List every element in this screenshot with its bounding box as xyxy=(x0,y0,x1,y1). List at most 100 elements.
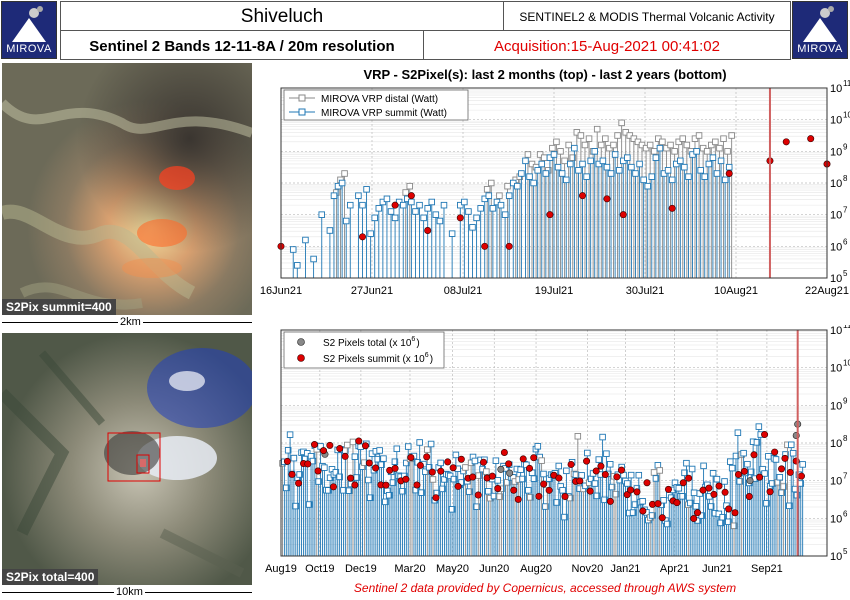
summit-pixel-point xyxy=(304,460,312,468)
summit-point xyxy=(450,475,458,483)
distal-point xyxy=(720,135,727,142)
summit-pixel-point xyxy=(721,488,729,496)
summit-point xyxy=(697,167,704,174)
summit-pixel-point xyxy=(654,500,662,508)
bands-label: Sentinel 2 Bands 12-11-8A / 20m resoluti… xyxy=(89,38,395,55)
summit-point xyxy=(461,198,468,206)
distal-point xyxy=(730,522,738,530)
scale-label-top: 2km xyxy=(118,316,143,328)
summit-pixel-point xyxy=(583,457,591,465)
summit-pixel-point xyxy=(391,201,399,209)
summit-point xyxy=(517,466,524,473)
subtitle: SENTINEL2 & MODIS Thermal Volcanic Activ… xyxy=(519,10,775,24)
y-tick-label: 10 xyxy=(830,476,842,488)
summit-point xyxy=(283,484,290,492)
legend-summit-exponent: 6 xyxy=(425,352,429,359)
summit-point xyxy=(290,454,298,462)
summit-pixel-point xyxy=(526,464,534,472)
distal-point xyxy=(483,186,491,193)
summit-point xyxy=(608,483,616,491)
summit-point xyxy=(501,211,509,218)
summit-point xyxy=(778,489,785,496)
summit-pixel-point xyxy=(725,170,733,178)
summit-pixel-point xyxy=(358,233,366,241)
distal-point xyxy=(462,464,469,471)
summit-pixel-point xyxy=(771,448,779,456)
acquisition-label: Acquisition:15-Aug-2021 00:41:02 xyxy=(494,38,720,55)
summit-pixel-point xyxy=(643,479,651,487)
summit-pixel-point xyxy=(347,474,355,482)
summit-point xyxy=(639,497,646,505)
summit-point xyxy=(336,473,343,481)
summit-point xyxy=(787,441,795,449)
x-tick-label: Sep21 xyxy=(751,563,783,575)
summit-point xyxy=(514,182,521,190)
summit-point xyxy=(632,170,639,177)
distal-point xyxy=(553,138,560,146)
total-pixel-point xyxy=(506,469,514,477)
y-tick-label: 10 xyxy=(830,241,842,253)
summit-point xyxy=(437,459,444,467)
legend-total-marker xyxy=(297,338,305,346)
distal-point xyxy=(496,192,503,199)
summit-point xyxy=(418,489,425,496)
x-tick-label: 08Jul21 xyxy=(444,285,483,297)
summit-point xyxy=(492,457,500,464)
summit-point xyxy=(485,488,492,495)
distal-point xyxy=(650,469,658,476)
summit-point xyxy=(591,480,599,487)
summit-pixel-point xyxy=(391,464,399,472)
summit-point xyxy=(436,217,444,225)
summit-point xyxy=(284,447,292,454)
legend-distal-marker xyxy=(298,94,306,102)
distal-point xyxy=(671,148,678,155)
distal-point xyxy=(561,157,568,165)
summit-pixel-point xyxy=(535,492,543,500)
summit-point xyxy=(652,154,660,161)
summit-point xyxy=(380,455,387,462)
summit-point xyxy=(603,163,611,171)
summit-point xyxy=(526,173,533,180)
summit-pixel-point xyxy=(494,484,502,492)
distal-point xyxy=(524,151,532,158)
summit-point xyxy=(558,170,566,177)
x-tick-label: Jun20 xyxy=(479,563,509,575)
summit-point xyxy=(615,167,623,174)
bands-box: Sentinel 2 Bands 12-11-8A / 20m resoluti… xyxy=(60,30,424,60)
summit-point xyxy=(425,464,433,471)
legend-summit-marker xyxy=(297,354,305,362)
summit-point xyxy=(289,246,297,253)
summit-point xyxy=(469,224,476,231)
summit-point xyxy=(305,501,313,508)
summit-point xyxy=(579,160,586,168)
distal-point xyxy=(683,141,691,149)
y-tick-label: 10 xyxy=(830,273,842,285)
summit-point xyxy=(693,148,700,155)
summit-pixel-point xyxy=(329,483,337,491)
x-tick-label: Mar20 xyxy=(394,563,425,575)
distal-point xyxy=(549,144,556,152)
summit-point xyxy=(439,485,446,493)
summit-point xyxy=(681,163,688,171)
page-title: Shiveluch xyxy=(240,6,324,27)
summit-point xyxy=(571,144,578,152)
summit-caption: S2Pix summit=400 xyxy=(2,299,116,315)
summit-point xyxy=(786,502,793,510)
distal-point xyxy=(406,182,414,190)
distal-point xyxy=(780,483,787,490)
summit-point xyxy=(776,473,784,481)
summit-point xyxy=(296,471,303,478)
summit-point xyxy=(302,236,309,244)
y-tick-label: 10 xyxy=(830,146,842,158)
summit-point xyxy=(688,465,696,473)
y-tick-exponent: 10 xyxy=(843,359,850,368)
summit-point xyxy=(744,460,751,468)
legend-total-label: S2 Pixels total (x 10 xyxy=(323,338,412,349)
summit-point xyxy=(607,170,615,177)
y-tick-exponent: 5 xyxy=(843,547,848,556)
summit-point xyxy=(338,179,346,187)
chart-title: VRP - S2Pixel(s): last 2 months (top) - … xyxy=(363,67,726,82)
summit-point xyxy=(519,475,526,483)
distal-point xyxy=(577,132,585,139)
summit-point xyxy=(740,449,747,457)
